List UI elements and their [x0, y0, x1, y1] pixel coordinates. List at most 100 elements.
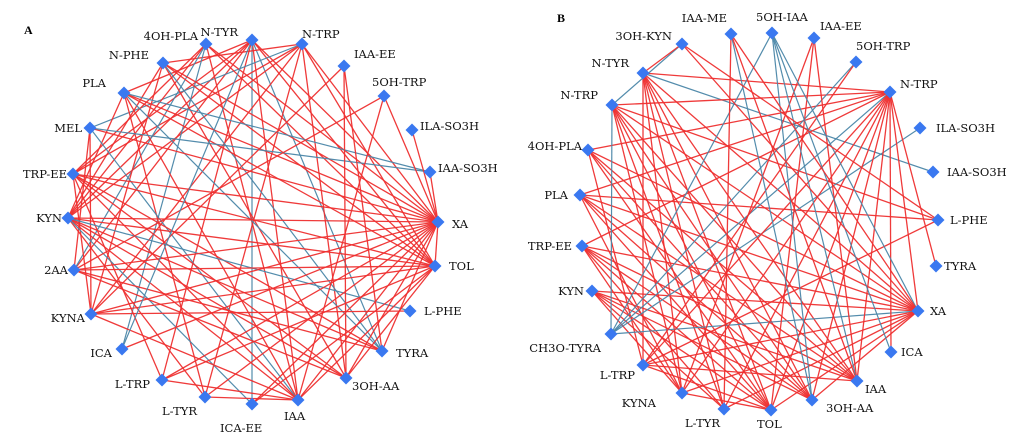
node-iaa-so3h: IAA-SO3H: [423, 161, 498, 179]
positive-edge: [889, 91, 919, 312]
positive-edge: [161, 265, 436, 381]
node-l-tyr: L-TYR: [685, 402, 731, 430]
node-marker: [581, 143, 595, 157]
positive-edge: [411, 129, 439, 223]
positive-edge: [587, 91, 891, 151]
positive-edge: [297, 221, 439, 401]
node-label: TYRA: [944, 259, 977, 273]
network-panel-b: B IAA-ME 5OH-IAA IAA-EE 5OH-TRP N-TRP ILA-SO3…: [528, 10, 1007, 431]
node-kyn: KYN: [558, 284, 599, 298]
node-label: 3OH-KYN: [615, 29, 672, 43]
positive-edge: [642, 43, 683, 74]
positive-edge: [642, 61, 857, 366]
positive-edge: [343, 65, 383, 352]
positive-edge: [642, 364, 772, 411]
node-label: N-TRP: [302, 27, 340, 41]
positive-edge: [889, 91, 937, 267]
node-marker: [765, 26, 779, 40]
node-label: TRP-EE: [528, 239, 572, 253]
node-label: PLA: [544, 188, 568, 202]
node-layer-a: N-TYR N-TRP IAA-EE 5OH-TRP ILA-SO3H IAA-SO3H X…: [23, 25, 498, 435]
positive-edge: [429, 171, 439, 223]
node-iaa: IAA: [284, 393, 306, 423]
positive-edge: [587, 149, 772, 411]
positive-edge: [72, 173, 347, 379]
positive-edge: [161, 39, 253, 381]
negative-edge: [123, 92, 383, 352]
node-marker: [198, 390, 212, 404]
positive-edge: [73, 269, 383, 352]
positive-edge: [723, 91, 891, 410]
positive-edge: [581, 245, 725, 410]
node-5oh-iaa: 5OH-IAA: [756, 10, 809, 40]
node-marker: [604, 327, 618, 341]
node-n-tyr: N-TYR: [201, 25, 259, 47]
positive-edge: [205, 43, 439, 223]
node-label: N-TYR: [592, 56, 630, 70]
node-marker: [117, 86, 131, 100]
positive-edge: [123, 92, 439, 223]
node-marker: [764, 403, 778, 417]
positive-edge: [681, 43, 919, 312]
node-marker: [573, 188, 587, 202]
node-n-phe: N-PHE: [109, 48, 170, 70]
node-marker: [156, 56, 170, 70]
negative-edge: [771, 32, 813, 401]
node-xa: XA: [911, 304, 947, 318]
node-label: 5OH-TRP: [856, 39, 911, 53]
positive-edge: [73, 95, 385, 271]
node-marker: [585, 284, 599, 298]
node-marker: [636, 358, 650, 372]
positive-edge: [162, 43, 303, 64]
node-marker: [675, 37, 689, 51]
edge-layer-a: [67, 39, 439, 405]
positive-edge: [770, 91, 891, 411]
positive-edge: [642, 310, 919, 366]
node-marker: [115, 342, 129, 356]
node-label: TOL: [757, 417, 782, 431]
node-iaa-so3h: IAA-SO3H: [926, 165, 1007, 179]
positive-edge: [642, 91, 891, 366]
node-label: 2AA: [44, 263, 69, 277]
node-marker: [883, 85, 897, 99]
node-label: KYN: [558, 284, 584, 298]
positive-edge: [73, 221, 439, 271]
positive-edge: [579, 194, 919, 312]
positive-edge: [770, 310, 919, 411]
node-n-trp2: N-TRP: [883, 77, 938, 99]
node-label: N-TYR: [201, 25, 239, 39]
node-label: L-TYR: [162, 404, 197, 418]
node-marker: [931, 213, 945, 227]
negative-edge: [771, 32, 919, 312]
positive-edge: [681, 392, 772, 411]
node-label: L-TRP: [115, 377, 150, 391]
positive-edge: [161, 221, 439, 381]
node-4oh-pla: 4OH-PLA: [528, 139, 595, 157]
positive-edge: [90, 310, 411, 315]
positive-edge: [811, 310, 919, 401]
positive-edge: [579, 194, 858, 382]
node-marker: [926, 165, 940, 179]
positive-edge: [90, 65, 345, 315]
node-5oh-trp: 5OH-TRP: [372, 75, 427, 103]
node-marker: [245, 33, 259, 47]
node-marker: [61, 211, 75, 225]
node-l-trp: L-TRP: [600, 358, 650, 382]
node-label: ICA: [90, 346, 112, 360]
node-label: KYN: [36, 211, 62, 225]
node-l-phe: L-PHE: [931, 213, 988, 227]
node-label: ILA-SO3H: [936, 121, 995, 135]
positive-edge: [345, 265, 436, 379]
node-marker: [199, 37, 213, 51]
network-panel-a: A N-TYR N-TRP IAA-EE 5OH-TRP ILA-SO3H IAA-SO3…: [23, 23, 498, 435]
positive-edge: [67, 43, 303, 219]
node-n-trp: N-TRP: [560, 88, 619, 112]
positive-edge: [67, 62, 164, 219]
positive-edge: [381, 221, 439, 352]
negative-edge: [610, 104, 613, 335]
node-label: 5OH-IAA: [756, 10, 809, 24]
node-marker: [884, 345, 898, 359]
positive-edge: [343, 65, 347, 379]
negative-edge: [67, 217, 253, 405]
